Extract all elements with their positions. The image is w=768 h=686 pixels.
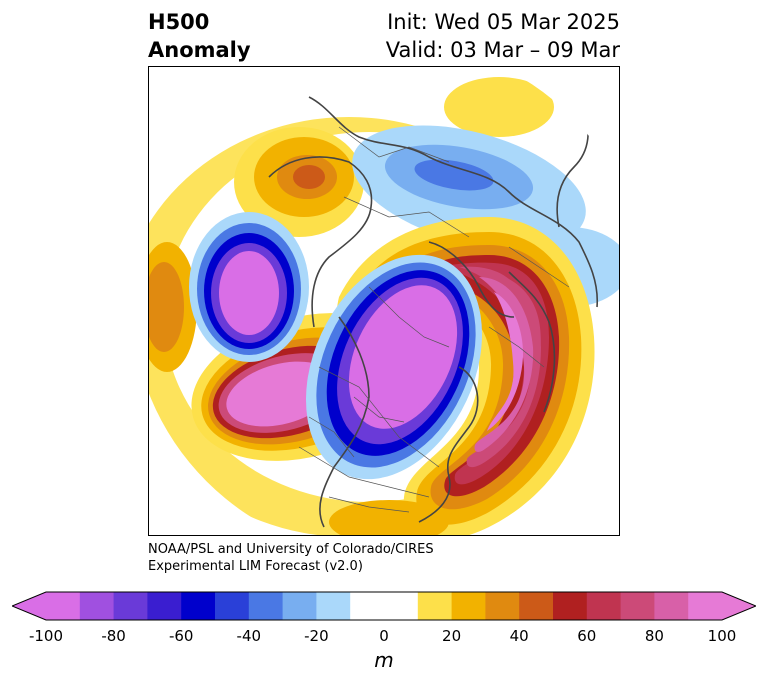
colorbar-segment [79, 592, 115, 620]
colorbar-segment [485, 592, 520, 620]
valid-range: Valid: 03 Mar – 09 Mar [385, 38, 620, 62]
map-svg [149, 67, 619, 535]
colorbar-segment [384, 592, 419, 620]
title-variable: H500 [148, 10, 210, 34]
colorbar-segment [451, 592, 486, 620]
positive-anomaly [329, 500, 449, 535]
colorbar-segment [282, 592, 317, 620]
negative-anomaly [414, 159, 494, 191]
title-type: Anomaly [148, 38, 251, 62]
anomaly-map [148, 66, 620, 536]
credit-line-2: Experimental LIM Forecast (v2.0) [148, 559, 363, 574]
positive-anomaly [293, 165, 325, 189]
negative-anomaly [348, 285, 458, 429]
colorbar-segment [113, 592, 148, 620]
colorbar-units: m [374, 648, 394, 672]
colorbar-segment [147, 592, 182, 620]
colorbar-over-extend [722, 592, 756, 620]
negative-anomaly [219, 251, 279, 335]
colorbar-tick-label: -20 [304, 627, 329, 645]
colorbar-tick-label: -60 [168, 627, 194, 645]
colorbar-tick-label: -40 [236, 627, 262, 645]
colorbar-segment [417, 592, 453, 620]
colorbar-segment [46, 592, 81, 620]
positive-anomaly [474, 277, 534, 452]
colorbar-segments [12, 592, 756, 620]
colorbar-tick-label: 0 [379, 627, 389, 645]
colorbar-segment [181, 592, 216, 620]
colorbar-segment [215, 592, 250, 620]
colorbar-outline [12, 591, 756, 621]
positive-anomaly [487, 292, 524, 431]
colorbar-segment [519, 592, 554, 620]
colorbar-tick-label: -100 [28, 627, 64, 645]
colorbar-segment [350, 592, 385, 620]
positive-anomaly [444, 77, 554, 137]
colorbar-tick-label: 60 [577, 627, 597, 645]
colorbar-segment [316, 592, 351, 620]
colorbar-segment [553, 592, 588, 620]
colorbar [12, 591, 756, 621]
chart-title: H500 Anomaly [148, 8, 251, 64]
colorbar-segment [586, 592, 622, 620]
colorbar-tick-label: 100 [707, 627, 737, 645]
forecast-dates: Init: Wed 05 Mar 2025 Valid: 03 Mar – 09… [386, 8, 620, 64]
colorbar-tick-label: 20 [442, 627, 462, 645]
credit-text: NOAA/PSL and University of Colorado/CIRE… [148, 541, 434, 575]
init-date: Init: Wed 05 Mar 2025 [387, 10, 620, 34]
colorbar-tick-label: 40 [509, 627, 529, 645]
colorbar-segment [620, 592, 655, 620]
credit-line-1: NOAA/PSL and University of Colorado/CIRE… [148, 542, 434, 557]
positive-anomaly [149, 262, 184, 352]
colorbar-segment [248, 592, 284, 620]
colorbar-segment [688, 592, 723, 620]
colorbar-tick-label: 80 [644, 627, 664, 645]
colorbar-tick-label: -80 [101, 627, 126, 645]
colorbar-under-extend [12, 592, 46, 620]
colorbar-segment [654, 592, 689, 620]
